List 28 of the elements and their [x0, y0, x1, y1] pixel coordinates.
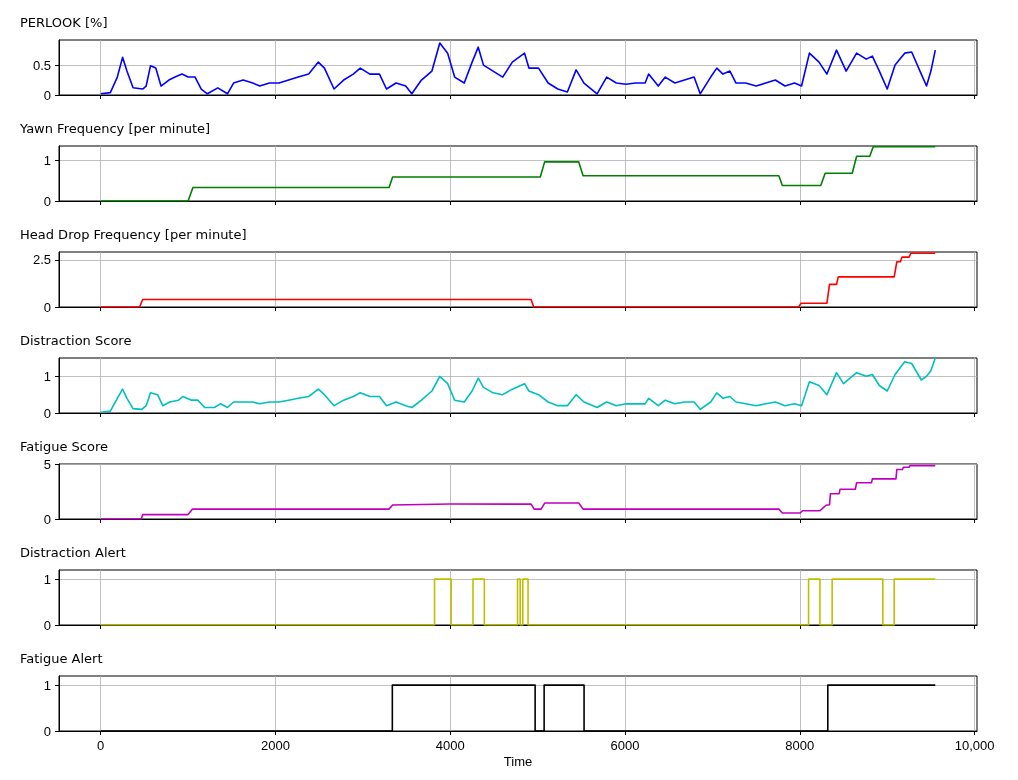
y-tick-label: 0 — [43, 511, 51, 527]
y-tick-label: 1 — [43, 571, 51, 587]
chart-title: Fatigue Score — [20, 439, 108, 454]
x-tick-label: 8000 — [785, 738, 815, 753]
x-tick-label: 0 — [97, 738, 105, 753]
y-tick-label: 1 — [43, 368, 51, 384]
chart-title: PERLOOK [%] — [20, 15, 108, 30]
y-tick-label: 0 — [43, 87, 51, 103]
y-tick-label: 1 — [43, 677, 51, 693]
x-tick-label: 6000 — [610, 738, 640, 753]
x-tick-label: 10,000 — [954, 738, 995, 753]
chart-title: Distraction Alert — [20, 545, 126, 560]
chart-title: Distraction Score — [20, 333, 132, 348]
y-tick-label: 1 — [43, 152, 51, 168]
chart-title: Head Drop Frequency [per minute] — [20, 227, 247, 242]
chart-title: Yawn Frequency [per minute] — [19, 121, 211, 136]
y-tick-label: 0 — [43, 723, 51, 739]
y-tick-label: 0 — [43, 299, 51, 315]
x-tick-label: 2000 — [261, 738, 290, 753]
y-tick-label: 0 — [43, 617, 51, 633]
y-tick-label: 0 — [43, 193, 51, 209]
chart-title: Fatigue Alert — [20, 651, 103, 666]
y-tick-label: 0 — [43, 405, 51, 421]
x-tick-label: 4000 — [435, 738, 465, 753]
y-tick-label: 2.5 — [32, 252, 51, 268]
x-axis-title: Time — [503, 754, 533, 769]
y-tick-label: 5 — [43, 456, 51, 472]
y-tick-label: 0.5 — [32, 57, 51, 73]
